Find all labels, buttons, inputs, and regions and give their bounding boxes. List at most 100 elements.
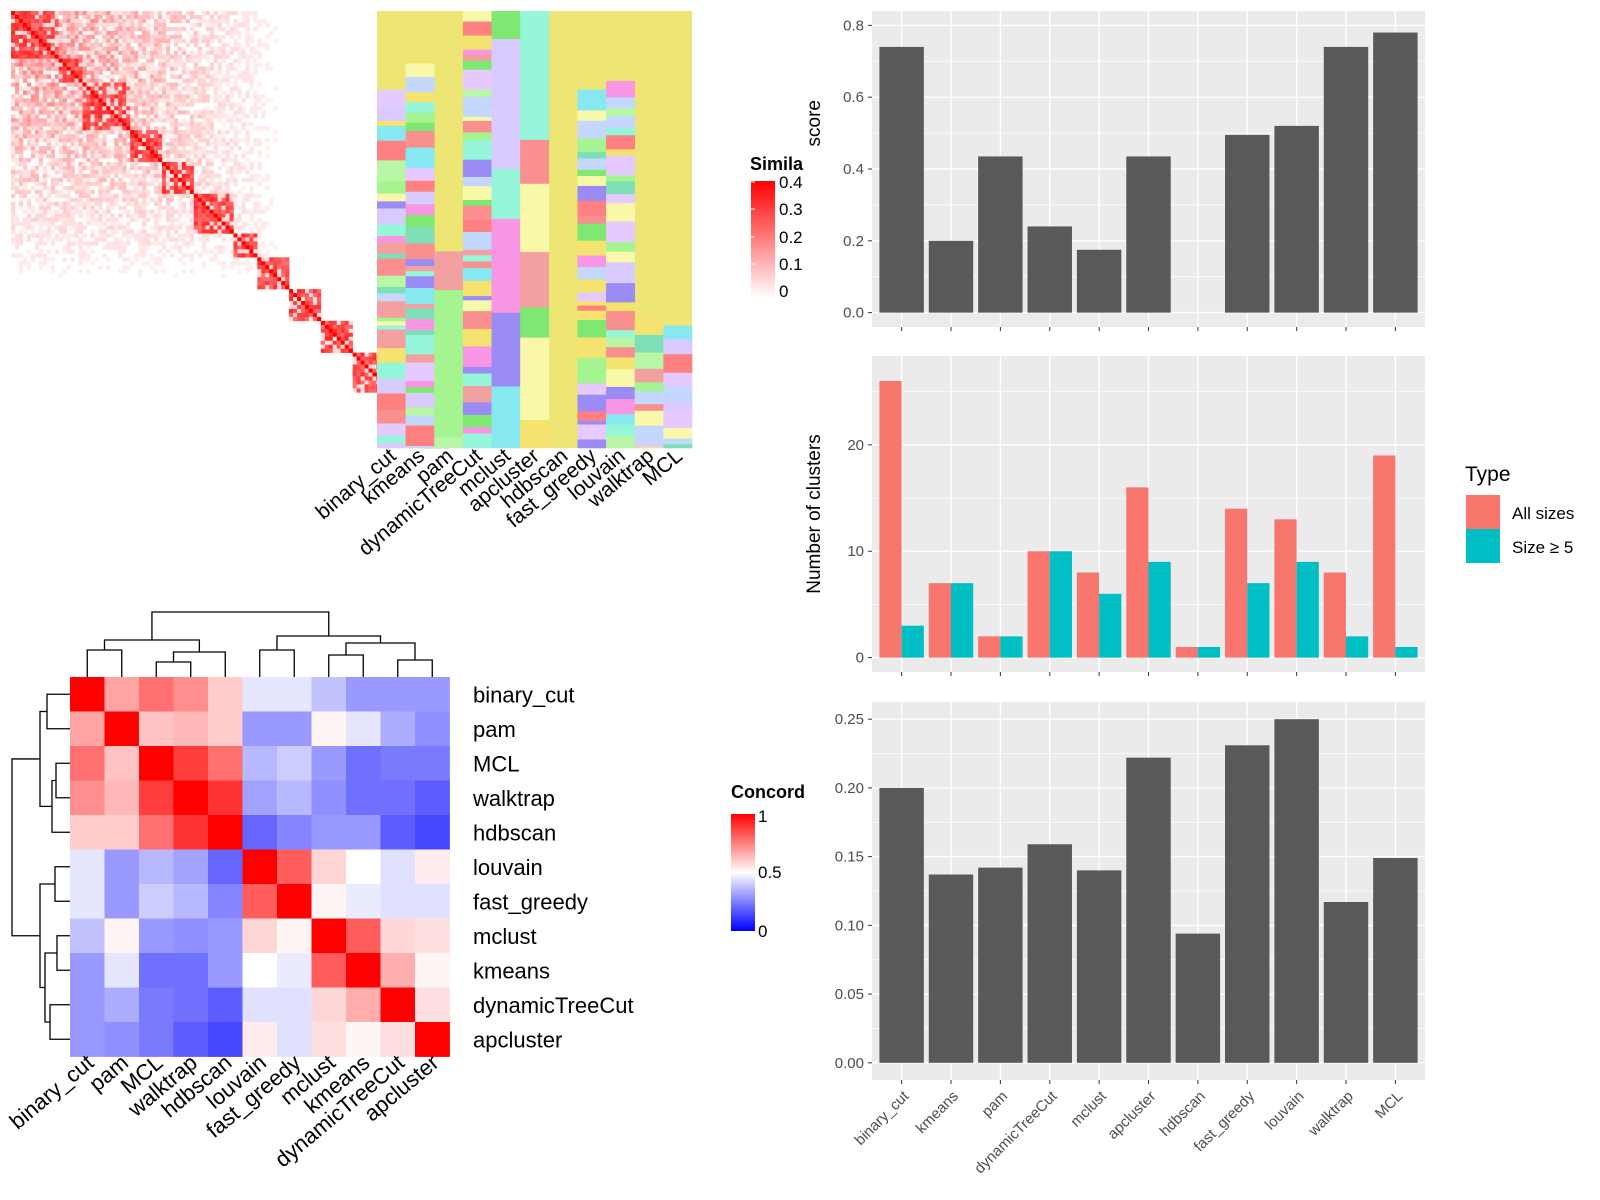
similarity-cell <box>74 134 79 139</box>
similarity-cell <box>237 161 242 167</box>
similarity-cell <box>26 54 32 59</box>
similarity-cell <box>66 50 71 55</box>
similarity-cell <box>98 201 103 206</box>
similarity-cell <box>138 245 143 250</box>
cluster-cell <box>577 169 607 177</box>
similarity-cell <box>110 54 115 59</box>
similarity-cell <box>245 22 250 28</box>
similarity-cell <box>301 301 306 306</box>
similarity-cell <box>177 161 183 167</box>
similarity-cell <box>154 90 159 95</box>
concordance-legend-title: Concord <box>731 782 805 802</box>
similarity-cell <box>130 177 135 183</box>
cluster-cell <box>405 112 435 123</box>
cluster-cell <box>462 69 492 91</box>
similarity-cell <box>70 106 75 111</box>
similarity-cell <box>134 14 139 20</box>
similarity-cell <box>126 122 131 127</box>
similarity-cell <box>82 22 87 28</box>
similarity-cell <box>14 46 20 52</box>
similarity-cell <box>316 301 322 306</box>
similarity-cell <box>130 22 135 28</box>
similarity-cell <box>22 122 28 127</box>
similarity-cell <box>130 70 135 75</box>
similarity-cell <box>102 209 107 214</box>
cluster-cell <box>634 410 664 426</box>
similarity-cell <box>46 161 52 167</box>
similarity-cell <box>233 58 238 63</box>
similarity-cell <box>169 114 175 119</box>
similarity-cell <box>50 209 55 214</box>
similarity-cell <box>94 50 99 55</box>
similarity-cell <box>221 197 226 202</box>
similarity-cell <box>54 42 59 48</box>
concordance-legend-tick: 0 <box>758 922 767 941</box>
similarity-cell <box>62 22 67 28</box>
similarity-cell <box>304 304 310 310</box>
concordance-cell <box>380 953 416 988</box>
similarity-cell <box>134 82 139 87</box>
similarity-cell <box>34 253 40 258</box>
similarity-cell <box>154 94 159 99</box>
cluster-cell <box>606 242 636 252</box>
similarity-cell <box>30 50 36 55</box>
similarity-cell <box>225 205 230 210</box>
similarity-cell <box>130 134 135 139</box>
similarity-cell <box>50 78 55 83</box>
similarity-cell <box>50 130 55 135</box>
cluster-cell <box>462 255 492 262</box>
similarity-cell <box>62 221 67 226</box>
similarity-cell <box>249 34 254 40</box>
similarity-cell <box>165 82 171 87</box>
similarity-cell <box>265 277 270 282</box>
similarity-cell <box>340 324 346 330</box>
concordance-cell <box>104 884 140 919</box>
similarity-cell <box>18 269 24 274</box>
similarity-cell <box>70 150 75 155</box>
similarity-cell <box>197 130 202 135</box>
similarity-cell <box>157 46 163 52</box>
similarity-cell <box>38 106 44 111</box>
similarity-cell <box>18 193 24 199</box>
similarity-cell <box>90 209 95 214</box>
similarity-cell <box>118 102 123 107</box>
similarity-cell <box>114 241 119 246</box>
similarity-cell <box>86 46 91 52</box>
cluster-cell <box>462 176 492 187</box>
similarity-cell <box>26 197 32 202</box>
similarity-cell <box>201 66 206 71</box>
similarity-cell <box>54 18 59 24</box>
similarity-cell <box>38 181 44 187</box>
similarity-cell <box>46 18 52 24</box>
similarity-cell <box>154 18 159 24</box>
similarity-cell <box>165 165 171 171</box>
similarity-cell <box>197 154 202 159</box>
similarity-cell <box>70 46 75 52</box>
similarity-cell <box>193 62 199 67</box>
similarity-cell <box>106 106 111 111</box>
similarity-cell <box>42 213 48 218</box>
similarity-cell <box>304 301 310 306</box>
cluster-cell <box>434 290 464 345</box>
similarity-cell <box>122 205 127 210</box>
similarity-cell <box>213 11 218 16</box>
similarity-cell <box>126 146 131 151</box>
similarity-cell <box>78 241 83 246</box>
similarity-cell <box>161 193 167 199</box>
similarity-cell <box>154 221 159 226</box>
similarity-cell <box>134 106 139 111</box>
similarity-cell <box>281 285 286 290</box>
similarity-cell <box>237 249 242 254</box>
similarity-cell <box>173 134 179 139</box>
similarity-cell <box>90 197 95 202</box>
similarity-cell <box>46 54 52 59</box>
similarity-cell <box>70 225 75 230</box>
similarity-cell <box>26 38 32 44</box>
similarity-cell <box>90 122 95 127</box>
similarity-cell <box>38 130 44 135</box>
similarity-cell <box>217 118 222 123</box>
similarity-cell <box>209 209 214 214</box>
similarity-cell <box>126 201 131 206</box>
similarity-cell <box>316 316 322 322</box>
similarity-cell <box>94 90 99 95</box>
